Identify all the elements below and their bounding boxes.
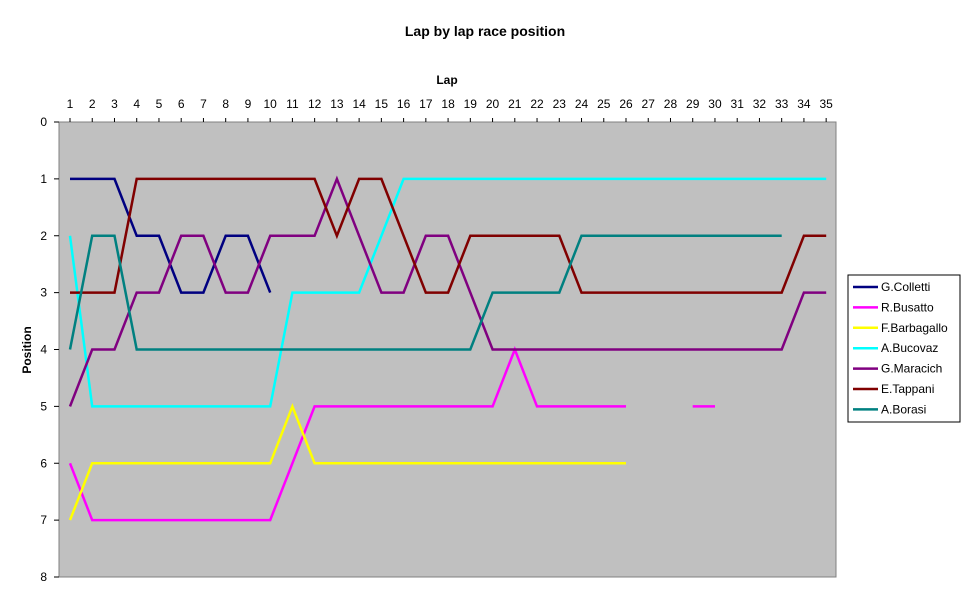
x-tick-label: 11 (286, 97, 299, 111)
legend-item-g-colletti: G.Colletti (853, 280, 930, 294)
legend-label: G.Colletti (881, 280, 930, 294)
series-line-a-borasi (68, 234, 782, 351)
legend-label: A.Bucovaz (881, 341, 938, 355)
legend-label: A.Borasi (881, 402, 926, 416)
y-axis-title: Position (20, 326, 34, 373)
y-tick-label: 1 (40, 172, 47, 186)
x-tick-label: 7 (200, 97, 207, 111)
legend-item-r-busatto: R.Busatto (853, 300, 934, 314)
y-tick-label: 6 (40, 456, 47, 470)
x-axis-title: Lap (436, 73, 457, 87)
y-tick-label: 5 (40, 399, 47, 413)
x-tick-label: 27 (642, 97, 656, 111)
series-line-a-bucovaz (68, 177, 827, 408)
x-tick-label: 35 (819, 97, 833, 111)
x-tick-label: 2 (89, 97, 96, 111)
y-tick-label: 8 (40, 570, 47, 584)
x-tick-label: 34 (797, 97, 811, 111)
x-tick-label: 12 (308, 97, 322, 111)
x-tick-label: 16 (397, 97, 411, 111)
series-g-maracich (68, 175, 827, 407)
y-tick-label: 3 (40, 286, 47, 300)
x-tick-label: 24 (575, 97, 589, 111)
series-e-tappani (70, 177, 827, 294)
x-tick-label: 28 (664, 97, 678, 111)
x-tick-label: 32 (753, 97, 767, 111)
series-line-e-tappani (70, 177, 827, 294)
x-tick-label: 22 (530, 97, 544, 111)
y-axis: 0 1 2 3 4 5 6 7 8 (40, 115, 59, 584)
legend-label: G.Maracich (881, 362, 942, 376)
series-f-barbagallo (68, 402, 626, 521)
legend-item-g-maracich: G.Maracich (853, 362, 942, 376)
series-r-busatto (68, 346, 715, 522)
x-tick-label: 3 (111, 97, 118, 111)
x-tick-label: 20 (486, 97, 500, 111)
series-a-borasi (68, 234, 782, 351)
x-tick-label: 25 (597, 97, 611, 111)
x-tick-label: 23 (553, 97, 567, 111)
x-tick-label: 30 (708, 97, 722, 111)
legend-item-e-tappani: E.Tappani (853, 382, 934, 396)
legend-items: G.Colletti R.Busatto F.Barbagallo A.Bucovaz… (853, 280, 948, 416)
y-tick-label: 4 (40, 343, 47, 357)
series-line-g-maracich (68, 175, 827, 407)
x-tick-label: 31 (731, 97, 745, 111)
x-tick-label: 6 (178, 97, 185, 111)
legend-item-a-bucovaz: A.Bucovaz (853, 341, 938, 355)
x-tick-label: 26 (619, 97, 633, 111)
x-tick-label: 5 (156, 97, 163, 111)
x-tick-label: 13 (330, 97, 344, 111)
legend-label: E.Tappani (881, 382, 934, 396)
x-tick-label: 9 (245, 97, 252, 111)
y-tick-label: 0 (40, 115, 47, 129)
series-line-r-busatto (68, 346, 715, 522)
legend: G.Colletti R.Busatto F.Barbagallo A.Bucovaz… (847, 274, 961, 423)
series-lines (68, 175, 827, 522)
series-a-bucovaz (68, 177, 827, 408)
legend-item-a-borasi: A.Borasi (853, 402, 926, 416)
chart-title: Lap by lap race position (405, 23, 565, 39)
legend-label: R.Busatto (881, 300, 934, 314)
x-tick-label: 10 (263, 97, 277, 111)
x-tick-label: 33 (775, 97, 789, 111)
x-tick-label: 19 (464, 97, 478, 111)
x-tick-label: 18 (441, 97, 455, 111)
x-tick-label: 17 (419, 97, 433, 111)
x-tick-label: 14 (352, 97, 366, 111)
legend-item-f-barbagallo: F.Barbagallo (853, 321, 948, 335)
x-tick-label: 8 (222, 97, 229, 111)
x-axis: 1 2 3 4 5 6 7 8 9 10 11 12 13 14 15 16 17 18 19 20 21 22 23 24 2… (67, 97, 833, 122)
y-tick-label: 7 (40, 513, 47, 527)
x-tick-label: 1 (67, 97, 74, 111)
x-tick-label: 15 (375, 97, 389, 111)
legend-label: F.Barbagallo (881, 321, 948, 335)
series-line-f-barbagallo (68, 402, 626, 521)
x-tick-label: 21 (508, 97, 522, 111)
x-tick-label: 4 (133, 97, 140, 111)
x-tick-label: 29 (686, 97, 700, 111)
y-tick-label: 2 (40, 229, 47, 243)
